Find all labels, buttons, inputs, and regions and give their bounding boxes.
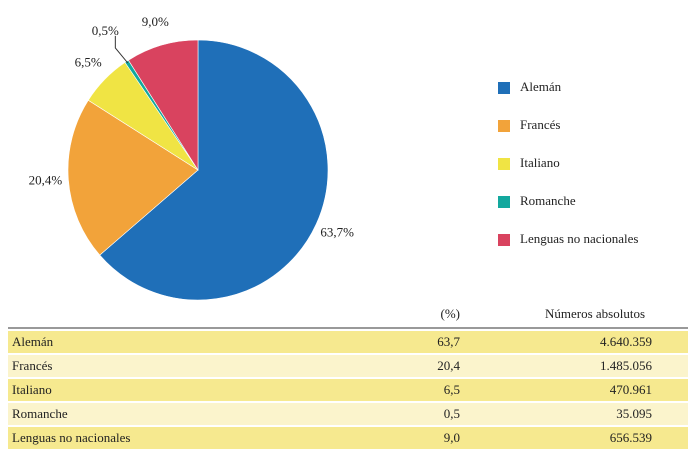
cell: Romanche [12,406,68,421]
legend-swatch [498,158,510,170]
cell: 6,5 [444,382,460,397]
cell: Francés [12,358,52,373]
table-row-bg [8,427,688,449]
pie: 63,7% 20,4% 6,5% 0,5% 9,0% [29,14,354,301]
pie-slice [127,39,199,172]
table-row-bg [8,379,688,401]
table-row-bg [8,355,688,377]
cell: 0,5 [444,406,460,421]
legend-swatch [498,82,510,94]
legend-label: Romanche [520,193,576,208]
cell: 470.961 [610,382,652,397]
table-row-bg [8,403,688,425]
legend-swatch [498,234,510,246]
value-label: 9,0% [142,14,169,29]
pie-slice [99,39,329,301]
table-row-bg [8,331,688,353]
pie-slice [67,99,199,256]
table: (%) Números absolutos Alemán 63,7 4.640.359 F… [8,306,688,449]
cell: 20,4 [437,358,460,373]
legend-swatch [498,120,510,132]
cell: 1.485.056 [600,358,653,373]
legend-swatch [498,196,510,208]
cell: 656.539 [610,430,652,445]
value-label: 6,5% [75,54,102,69]
legend: Alemán Francés Italiano Romanche Lenguas no … [498,79,638,246]
column-header: Números absolutos [545,306,645,321]
legend-label: Alemán [520,79,562,94]
value-label: 20,4% [29,172,63,187]
column-header: (%) [441,306,461,321]
value-label: 0,5% [92,23,119,38]
cell: 4.640.359 [600,334,652,349]
legend-label: Francés [520,117,560,132]
leader-line [114,35,129,64]
value-label: 63,7% [320,225,354,240]
cell: Italiano [12,382,52,397]
cell: 35.095 [616,406,652,421]
legend-label: Lenguas no nacionales [520,231,638,246]
cell: Lenguas no nacionales [12,430,130,445]
legend-label: Italiano [520,155,560,170]
cell: Alemán [12,334,54,349]
cell: 9,0 [444,430,460,445]
cell: 63,7 [437,334,460,349]
